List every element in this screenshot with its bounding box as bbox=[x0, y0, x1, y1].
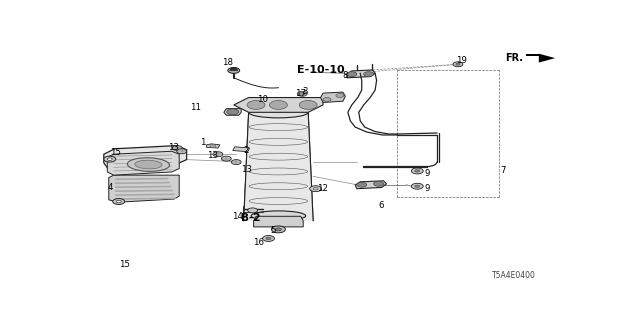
Circle shape bbox=[275, 228, 282, 231]
Polygon shape bbox=[108, 151, 179, 175]
Ellipse shape bbox=[127, 158, 170, 172]
Polygon shape bbox=[321, 92, 346, 102]
Circle shape bbox=[456, 63, 460, 65]
Polygon shape bbox=[207, 144, 220, 148]
Text: 12: 12 bbox=[317, 184, 328, 193]
Text: 16: 16 bbox=[253, 238, 264, 247]
Text: T5A4E0400: T5A4E0400 bbox=[492, 271, 536, 280]
Circle shape bbox=[172, 146, 182, 150]
Circle shape bbox=[300, 100, 317, 109]
Circle shape bbox=[177, 149, 187, 154]
Polygon shape bbox=[234, 98, 323, 112]
Text: 4: 4 bbox=[108, 183, 113, 192]
Text: FR.: FR. bbox=[505, 53, 523, 63]
Text: 14: 14 bbox=[232, 212, 243, 221]
Circle shape bbox=[412, 168, 423, 174]
Text: 8: 8 bbox=[342, 71, 348, 80]
Text: 11: 11 bbox=[189, 103, 200, 112]
Circle shape bbox=[364, 72, 374, 76]
Circle shape bbox=[231, 160, 241, 164]
Circle shape bbox=[210, 145, 216, 148]
Polygon shape bbox=[233, 147, 250, 152]
Circle shape bbox=[415, 170, 420, 172]
Circle shape bbox=[262, 236, 275, 241]
Circle shape bbox=[108, 158, 112, 160]
Polygon shape bbox=[253, 216, 303, 227]
Polygon shape bbox=[539, 54, 555, 62]
Text: 13: 13 bbox=[168, 143, 179, 152]
Circle shape bbox=[116, 200, 121, 203]
Polygon shape bbox=[230, 68, 237, 70]
Text: B-2: B-2 bbox=[241, 213, 261, 223]
Circle shape bbox=[300, 92, 305, 95]
Polygon shape bbox=[244, 112, 313, 221]
Text: 18: 18 bbox=[222, 58, 234, 67]
Text: 10: 10 bbox=[257, 95, 268, 104]
Circle shape bbox=[221, 156, 231, 161]
Ellipse shape bbox=[251, 211, 306, 221]
Circle shape bbox=[113, 198, 125, 204]
Text: 3: 3 bbox=[302, 87, 307, 96]
Circle shape bbox=[228, 68, 240, 73]
Bar bbox=[527, 54, 540, 56]
Text: 13: 13 bbox=[207, 151, 218, 160]
Text: E-10-10: E-10-10 bbox=[297, 65, 344, 76]
Circle shape bbox=[297, 92, 307, 96]
Circle shape bbox=[247, 100, 265, 109]
Circle shape bbox=[415, 185, 420, 188]
Text: 19: 19 bbox=[456, 56, 467, 65]
Text: 15: 15 bbox=[119, 260, 130, 269]
Text: 5: 5 bbox=[271, 226, 276, 235]
Circle shape bbox=[266, 237, 271, 240]
Circle shape bbox=[374, 181, 383, 186]
Text: 1: 1 bbox=[200, 138, 205, 147]
Polygon shape bbox=[109, 175, 179, 202]
Circle shape bbox=[336, 93, 344, 98]
Ellipse shape bbox=[135, 160, 162, 169]
Text: 17: 17 bbox=[295, 89, 306, 98]
Circle shape bbox=[323, 98, 331, 101]
Text: 6: 6 bbox=[379, 202, 384, 211]
Polygon shape bbox=[355, 181, 387, 189]
Polygon shape bbox=[104, 146, 187, 168]
Circle shape bbox=[248, 208, 257, 213]
Circle shape bbox=[412, 183, 423, 189]
Text: 15: 15 bbox=[110, 148, 121, 157]
Circle shape bbox=[271, 226, 285, 233]
Circle shape bbox=[104, 156, 116, 162]
Text: 13: 13 bbox=[241, 165, 252, 174]
Polygon shape bbox=[224, 108, 241, 115]
Ellipse shape bbox=[248, 107, 308, 118]
Circle shape bbox=[347, 72, 356, 76]
Circle shape bbox=[269, 100, 287, 109]
Circle shape bbox=[453, 62, 463, 67]
Circle shape bbox=[310, 186, 321, 192]
Text: 2: 2 bbox=[243, 146, 249, 155]
Text: 9: 9 bbox=[424, 169, 430, 178]
Circle shape bbox=[356, 182, 367, 187]
Polygon shape bbox=[347, 70, 375, 78]
Circle shape bbox=[227, 109, 239, 115]
Text: 7: 7 bbox=[500, 166, 506, 175]
Text: 9: 9 bbox=[424, 184, 430, 193]
Circle shape bbox=[213, 152, 223, 157]
